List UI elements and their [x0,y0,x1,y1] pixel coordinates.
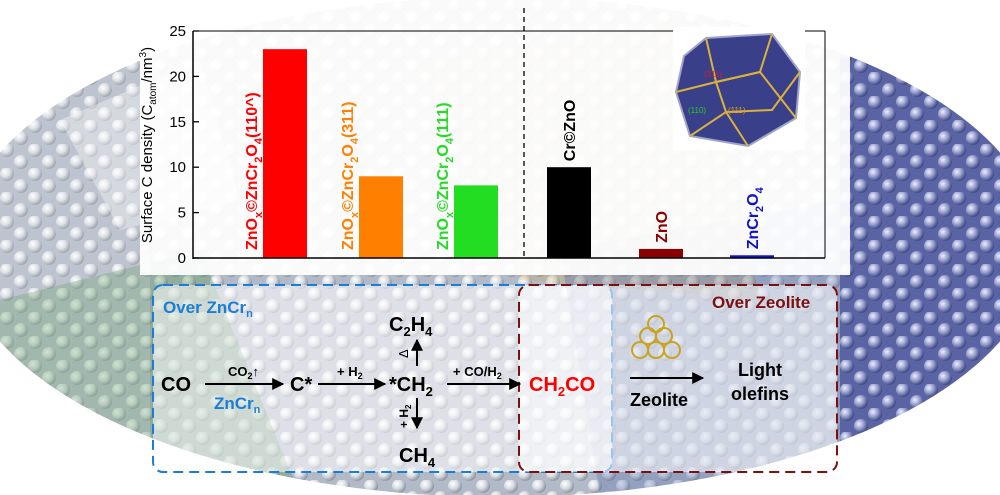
bar-label-0: ZnOx©ZnCr2O4(110^) [244,92,265,250]
bar-label-3: Cr©ZnO [562,100,579,162]
y-tick-label: 5 [178,205,186,222]
y-tick-label: 20 [169,68,186,85]
bar-label-5: ZnCr2O4 [745,186,766,249]
ylabel-tail: /nm [139,57,156,82]
bar-1 [359,176,403,258]
inset-particle-image: (311) (110) (111) [673,27,805,150]
light-olefins-line2: olefins [731,384,789,404]
bar-label-1: ZnOx©ZnCr2O4(311) [340,102,361,250]
h2-addition: + H2 [337,364,363,381]
bar-4 [639,248,683,258]
inset-label-311: (311) [704,70,722,79]
co-h2-addition: + CO/H2 [453,364,502,381]
y-tick-label: 10 [169,159,186,176]
zeolite-label: Zeolite [630,390,688,410]
zeolite-box-title: Over Zeolite [712,293,810,312]
co-reactant: CO [161,374,191,396]
ch2-intermediate: *CH2 [389,374,433,399]
y-tick-label: 15 [169,114,186,131]
ketene-intermediate: CH2CO [529,374,595,399]
y-tick-label: 0 [178,250,186,267]
c2h4-product: C2H4 [389,314,433,339]
bar-label-2: ZnOx©ZnCr2O4(111) [435,102,456,250]
c-star: C* [290,374,312,396]
co2-byproduct: CO2↑ [228,364,259,381]
ylabel-close: ) [139,47,156,52]
bar-3 [547,167,591,258]
reaction-scheme: Over ZnCrn Over Zeolite CO CO2↑ ZnCrn C*… [152,284,838,473]
bar-2 [454,185,498,258]
ch4-product: CH4 [399,445,436,470]
inset-label-111: (111) [728,106,746,115]
bar-0 [263,49,307,258]
y-tick-label: 25 [169,23,186,40]
catalyst-label: ZnCrn [214,394,261,416]
zncr-box-title: Over ZnCrn [163,298,253,320]
heat-symbol: Δ [396,349,411,358]
ylabel-sub: atom [148,82,159,104]
light-olefins-line1: Light [738,360,782,380]
y-ticks: 0 5 10 15 20 25 [169,23,199,267]
bar-5 [730,255,774,258]
y-axis-label: Surface C density (Catom/nm3) [138,47,159,243]
bar-label-4: ZnO [654,211,671,243]
ylabel-sup: 3 [138,51,149,57]
zeolite-framework-icon [631,315,681,359]
inset-label-110: (110) [688,106,706,115]
ylabel-main: Surface C density (C [139,105,156,244]
h2-vertical: + H2 [397,404,413,428]
bar-chart: ZnOx©ZnCr2O4(110^) ZnOx©ZnCr2O4(311) ZnOx©… [138,8,826,267]
